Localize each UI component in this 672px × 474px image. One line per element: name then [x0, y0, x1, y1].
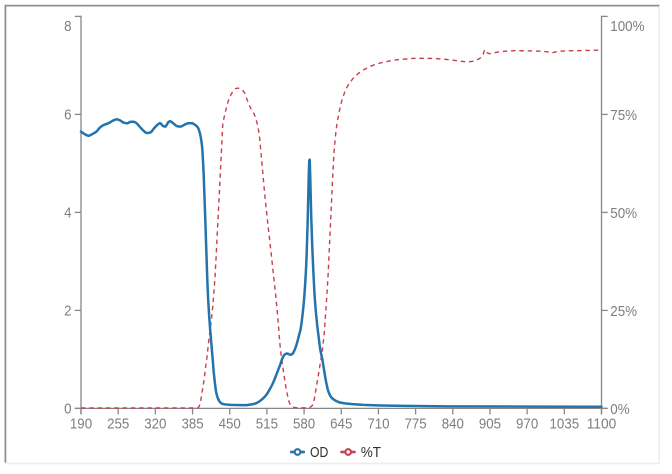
svg-text:580: 580	[293, 415, 315, 432]
svg-text:%T: %T	[361, 444, 381, 461]
svg-text:710: 710	[367, 415, 389, 432]
svg-text:0%: 0%	[610, 401, 629, 418]
svg-text:970: 970	[516, 415, 538, 432]
svg-text:8: 8	[64, 18, 71, 35]
svg-text:1035: 1035	[550, 415, 580, 432]
svg-text:OD: OD	[310, 444, 328, 461]
svg-text:775: 775	[405, 415, 427, 432]
svg-text:255: 255	[107, 415, 129, 432]
svg-text:385: 385	[181, 415, 203, 432]
svg-text:645: 645	[330, 415, 352, 432]
svg-text:905: 905	[479, 415, 501, 432]
svg-text:100%: 100%	[610, 18, 644, 35]
svg-text:840: 840	[442, 415, 464, 432]
svg-text:320: 320	[144, 415, 166, 432]
svg-text:1100: 1100	[587, 415, 617, 432]
svg-text:4: 4	[64, 204, 71, 221]
svg-text:450: 450	[219, 415, 241, 432]
svg-text:515: 515	[256, 415, 278, 432]
svg-text:2: 2	[64, 302, 71, 319]
svg-text:75%: 75%	[610, 107, 637, 124]
svg-text:190: 190	[70, 415, 92, 432]
svg-text:25%: 25%	[610, 303, 637, 320]
svg-text:50%: 50%	[610, 205, 637, 222]
svg-text:0: 0	[64, 400, 71, 417]
svg-text:6: 6	[64, 106, 71, 123]
